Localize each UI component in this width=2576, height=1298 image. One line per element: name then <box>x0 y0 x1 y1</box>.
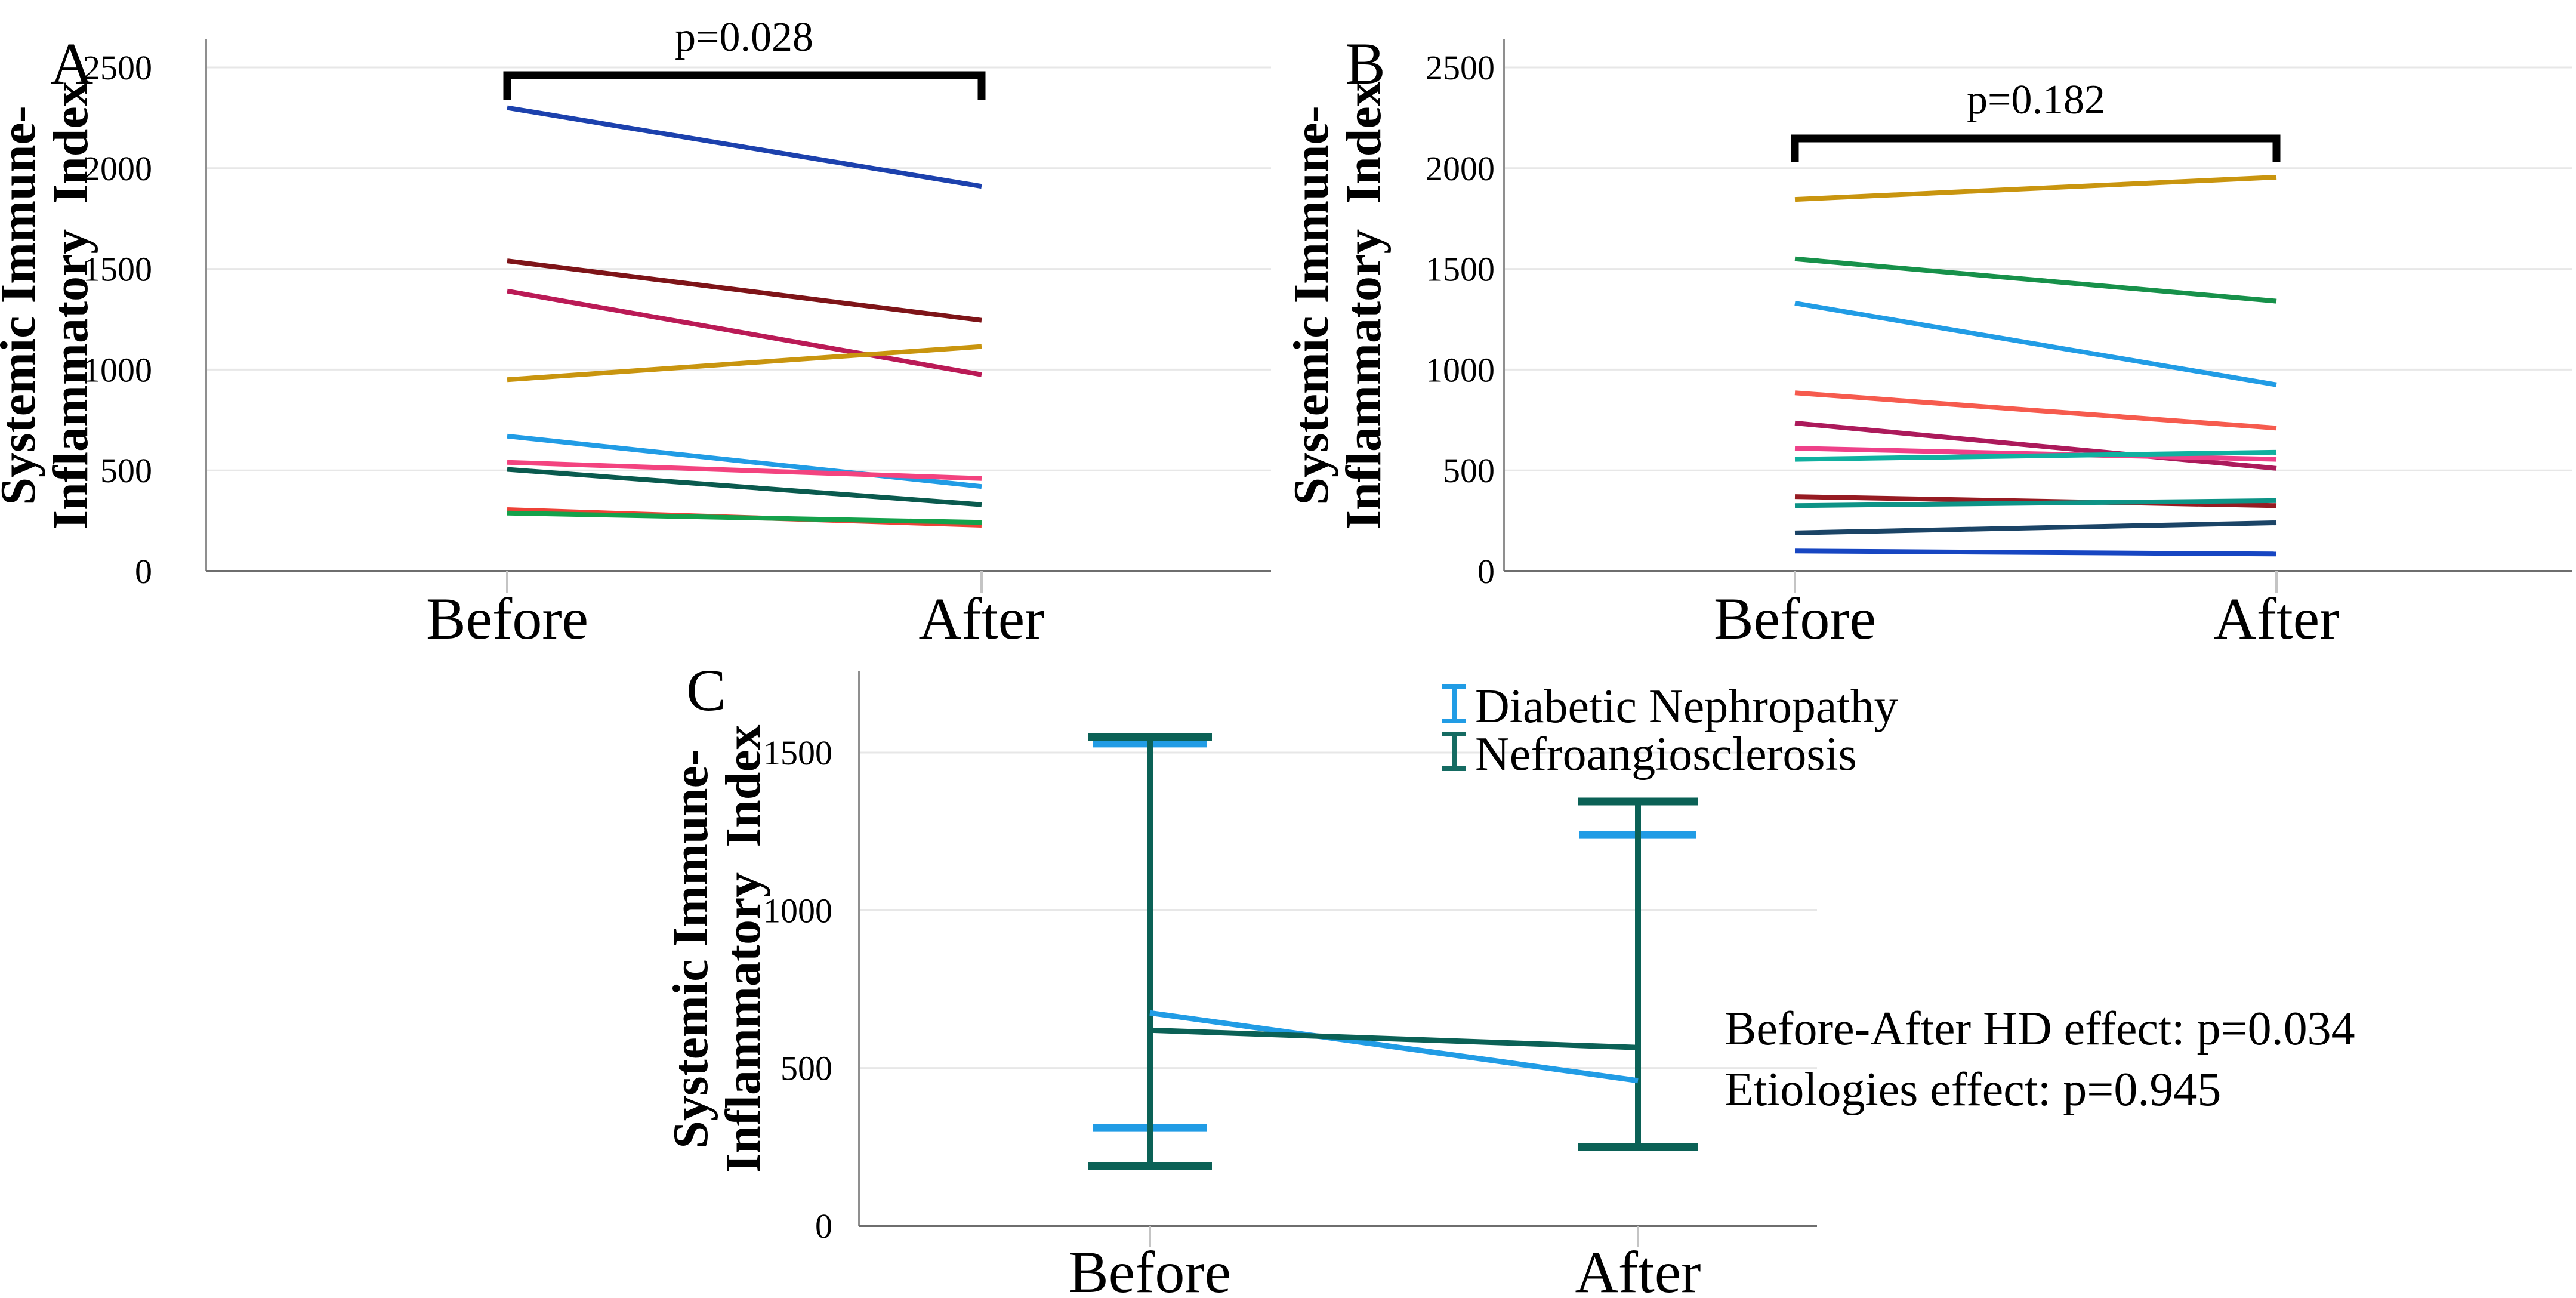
y-tick-label: 1000 <box>763 891 832 930</box>
y-tick-label: 2500 <box>1426 48 1495 87</box>
series-line <box>507 288 982 377</box>
y-tick-label: 2000 <box>83 149 152 188</box>
y-tick-label: 1500 <box>763 733 832 772</box>
panel-a-y-title-line2: Inflammatory Index <box>43 81 98 529</box>
panel-c-legend: Diabetic Nephropathy Nefroangiosclerosis <box>1442 680 1898 781</box>
mean-line <box>1149 1010 1639 1084</box>
panel-b-plot: 0 500 1000 1500 2000 2500 <box>1426 39 2572 593</box>
panel-c-letter: C <box>686 657 726 723</box>
panel-b-label-before: Before <box>1714 585 1876 652</box>
y-tick-label: 0 <box>135 552 152 591</box>
panel-b-y-title-line1: Systemic Immune- <box>1284 106 1339 505</box>
panel-a-label-before: Before <box>426 585 588 652</box>
series-line <box>507 344 982 383</box>
series-line <box>1794 449 2277 462</box>
panel-c-label-after: After <box>1575 1239 1701 1298</box>
series-line <box>1794 256 2277 304</box>
y-tick-label: 1500 <box>1426 250 1495 289</box>
y-tick-label: 2000 <box>1426 149 1495 188</box>
series-line <box>507 105 982 189</box>
series-line <box>507 467 982 507</box>
series-line <box>1794 498 2277 508</box>
panel-b-letter: B <box>1346 30 1386 97</box>
panel-a-y-title-line1: Systemic Immune- <box>0 106 46 505</box>
panel-c-annotation-line1: Before-After HD effect: p=0.034 <box>1724 1003 2355 1055</box>
panel-c-label-before: Before <box>1069 1239 1231 1298</box>
y-tick-label: 0 <box>1477 552 1495 591</box>
panel-c-annotation-line2: Etiologies effect: p=0.945 <box>1724 1063 2221 1116</box>
panel-c-plot: 0 500 1000 1500 <box>763 671 1817 1247</box>
y-tick-label: 2500 <box>83 48 152 87</box>
series-line <box>1794 174 2277 202</box>
legend-label-diabetic-nephropathy: Diabetic Nephropathy <box>1475 680 1898 733</box>
y-tick-label: 500 <box>1443 451 1495 490</box>
panel-a-letter: A <box>50 30 93 97</box>
y-tick-label: 0 <box>815 1207 832 1245</box>
series-line <box>507 460 982 481</box>
y-tick-label: 500 <box>100 451 152 490</box>
panel-c-y-title-line2: Inflammatory Index <box>715 724 771 1173</box>
series-line <box>1794 390 2277 431</box>
errorbar-icon <box>1442 684 1466 723</box>
legend-label-nefroangiosclerosis: Nefroangiosclerosis <box>1475 728 1857 781</box>
mean-line <box>1149 1027 1639 1050</box>
series-line <box>507 258 982 323</box>
panel-b-pvalue: p=0.182 <box>1967 77 2105 123</box>
panel-a-label-after: After <box>919 585 1045 652</box>
series-line <box>507 510 982 525</box>
y-tick-label: 1000 <box>1426 350 1495 389</box>
panel-b-label-after: After <box>2214 585 2340 652</box>
series-line <box>1794 520 2277 535</box>
errorbar-icon <box>1442 732 1466 771</box>
significance-bracket <box>503 71 986 100</box>
y-tick-label: 1000 <box>83 350 152 389</box>
series-line <box>1794 420 2277 471</box>
series-line <box>1794 301 2277 387</box>
series-line <box>1794 548 2277 557</box>
panel-b-y-title-line2: Inflammatory Index <box>1336 81 1392 529</box>
panel-a-pvalue: p=0.028 <box>675 14 813 60</box>
panel-c-y-title-line1: Systemic Immune- <box>663 749 718 1149</box>
y-tick-label: 1500 <box>83 250 152 289</box>
series-line <box>507 433 982 489</box>
y-tick-label: 500 <box>780 1049 832 1088</box>
significance-bracket <box>1791 134 2281 162</box>
panel-a-plot: 0 500 1000 1500 2000 2500 <box>83 39 1271 593</box>
